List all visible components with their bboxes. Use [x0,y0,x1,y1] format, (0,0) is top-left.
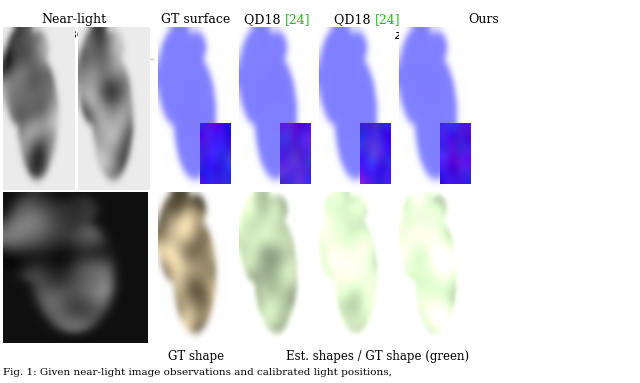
Text: w/o fine $z_0$: w/o fine $z_0$ [340,28,408,44]
Circle shape [17,109,38,121]
Text: Ours: Ours [468,13,499,26]
Text: [24]: [24] [285,13,310,26]
Text: GT surface
normal: GT surface normal [161,13,230,41]
Circle shape [121,53,141,65]
Bar [341,54,357,94]
Circle shape [99,288,116,298]
Text: QD18: QD18 [244,13,285,26]
Text: ...: ... [109,257,128,275]
Bar [180,54,196,94]
Text: GT shape: GT shape [168,350,224,363]
Text: Fig. 1: Given near-light image observations and calibrated light positions,: Fig. 1: Given near-light image observati… [3,368,392,376]
Text: Near-light
image observations: Near-light image observations [12,13,136,41]
Text: w/ fine $z_0$: w/ fine $z_0$ [255,28,315,44]
Bar [421,54,437,94]
Text: Est. shapes / GT shape (green): Est. shapes / GT shape (green) [286,350,469,363]
Bar [261,54,277,94]
Text: [24]: [24] [374,13,400,26]
Text: QD18: QD18 [334,13,374,26]
